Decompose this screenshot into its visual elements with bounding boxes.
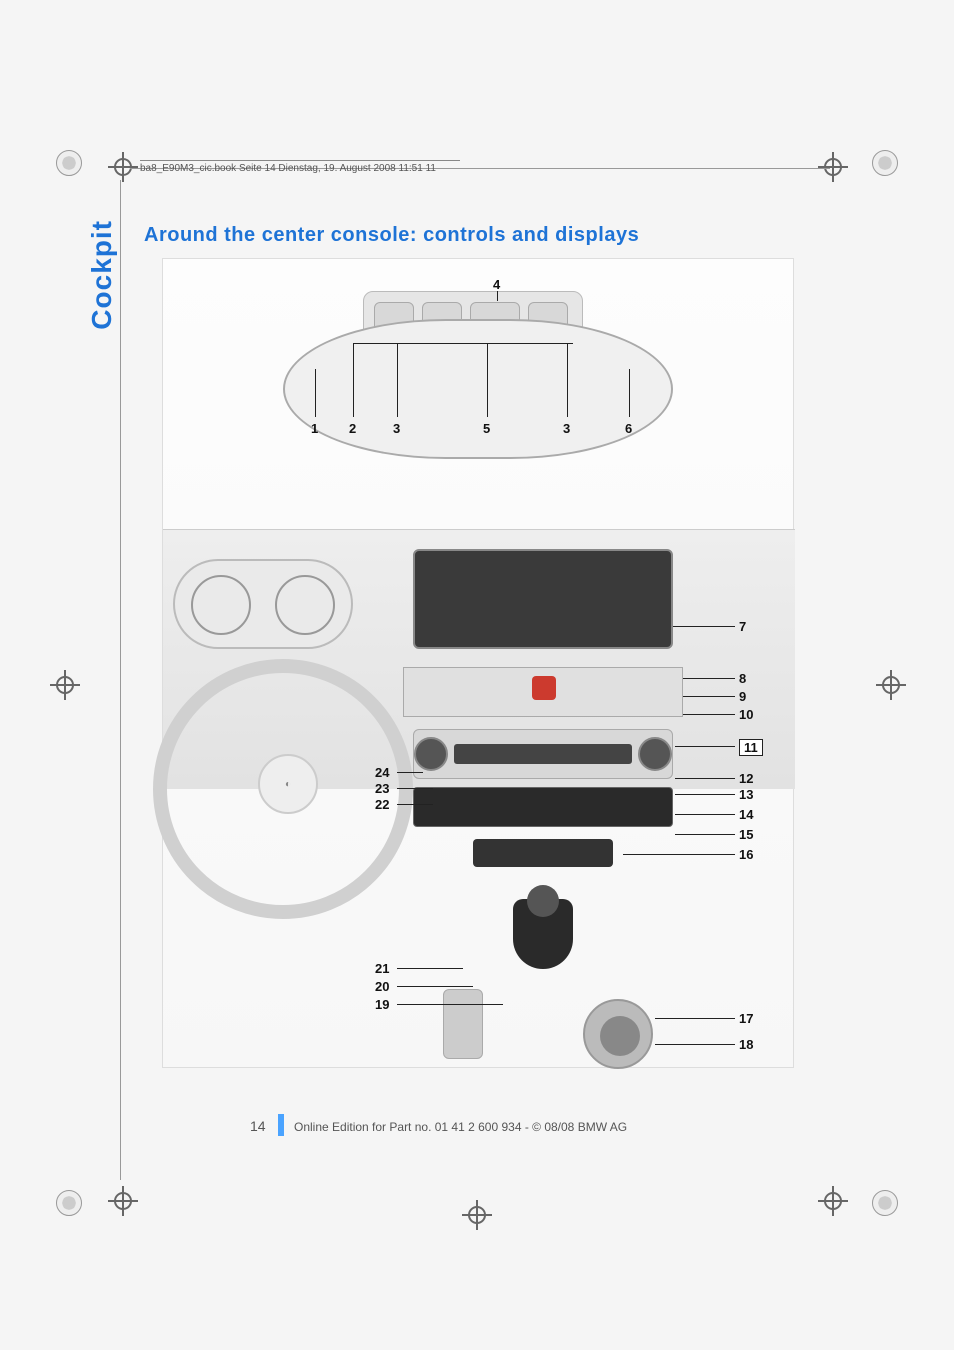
page-number-bar (278, 1114, 284, 1136)
callout-12: 12 (739, 771, 753, 786)
callout-17: 17 (739, 1011, 753, 1026)
lead-top-bracket-l (353, 343, 573, 344)
lead-line (683, 678, 735, 679)
crop-cross-mr (876, 670, 906, 700)
callout-5: 5 (483, 421, 490, 436)
lead-line (655, 1018, 735, 1019)
lead-line (683, 714, 735, 715)
lead-line (655, 1044, 735, 1045)
callout-18: 18 (739, 1037, 753, 1052)
lead-6 (629, 369, 630, 417)
radio-panel (413, 787, 673, 827)
hazard-button-icon (532, 676, 556, 700)
hvac-knob-right (638, 737, 672, 771)
rearview-mirror (283, 319, 673, 459)
reg-mark-bl (56, 1190, 82, 1216)
trim-left (120, 180, 121, 1180)
callout-19: 19 (375, 997, 389, 1012)
lead-3b (567, 343, 568, 417)
crop-cross-br (818, 1186, 848, 1216)
callout-3: 3 (393, 421, 400, 436)
lead-line (397, 772, 423, 773)
instrument-cluster (173, 559, 353, 649)
lead-line (675, 746, 735, 747)
page-number: 14 (250, 1118, 266, 1134)
lead-line (673, 626, 735, 627)
crop-cross-mb (462, 1200, 492, 1230)
callout-15: 15 (739, 827, 753, 842)
control-display (413, 549, 673, 649)
callout-9: 9 (739, 689, 746, 704)
callout-24: 24 (375, 765, 389, 780)
lead-line (675, 814, 735, 815)
lead-5 (487, 343, 488, 417)
lead-1 (315, 369, 316, 417)
center-vents (403, 667, 683, 717)
lead-2 (353, 343, 354, 417)
lead-line (675, 778, 735, 779)
steering-hub: ◐ (258, 754, 318, 814)
lead-line (675, 834, 735, 835)
section-tab: Cockpit (86, 220, 118, 330)
reg-mark-tr (872, 150, 898, 176)
crop-cross-bl (108, 1186, 138, 1216)
seat-heating-buttons (473, 839, 613, 867)
hvac-display (454, 744, 632, 764)
footer-text: Online Edition for Part no. 01 41 2 600 … (294, 1120, 627, 1134)
center-console-figure: ◐ 41235367891011121314151617182423222120… (162, 258, 794, 1068)
callout-10: 10 (739, 707, 753, 722)
lead-line (397, 804, 433, 805)
lead-line (397, 968, 463, 969)
lead-line (683, 696, 735, 697)
callout-8: 8 (739, 671, 746, 686)
crop-cross-tr (818, 152, 848, 182)
callout-1: 1 (311, 421, 318, 436)
parking-brake (443, 989, 483, 1059)
callout-20: 20 (375, 979, 389, 994)
gear-shifter (513, 899, 573, 999)
lead-3a (397, 343, 398, 417)
callout-2: 2 (349, 421, 356, 436)
lead-line (397, 986, 473, 987)
callout-21: 21 (375, 961, 389, 976)
callout-4: 4 (493, 277, 500, 292)
callout-14: 14 (739, 807, 753, 822)
lead-line (397, 788, 433, 789)
hvac-knob-left (414, 737, 448, 771)
lead-line (397, 1004, 503, 1005)
crop-cross-tl (108, 152, 138, 182)
reg-mark-tl (56, 150, 82, 176)
crop-cross-ml (50, 670, 80, 700)
callout-13: 13 (739, 787, 753, 802)
hvac-panel (413, 729, 673, 779)
lead-4 (497, 291, 498, 301)
lead-line (675, 794, 735, 795)
callout-16: 16 (739, 847, 753, 862)
lead-line (623, 854, 735, 855)
reg-mark-br (872, 1190, 898, 1216)
callout-23: 23 (375, 781, 389, 796)
idrive-controller (583, 999, 653, 1069)
callout-6: 6 (625, 421, 632, 436)
callout-7: 7 (739, 619, 746, 634)
callout-3: 3 (563, 421, 570, 436)
callout-22: 22 (375, 797, 389, 812)
print-header: ba8_E90M3_cic.book Seite 14 Dienstag, 19… (140, 160, 460, 174)
section-title: Around the center console: controls and … (144, 224, 639, 247)
callout-11: 11 (739, 739, 763, 756)
